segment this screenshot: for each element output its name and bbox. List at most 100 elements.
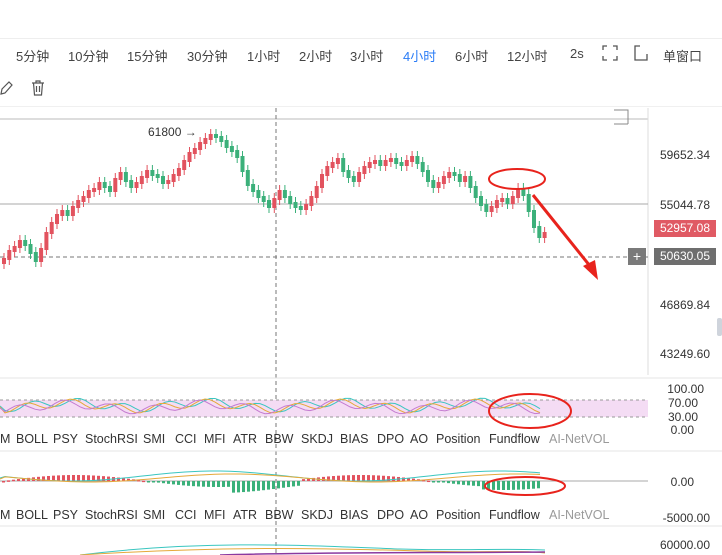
tab-ao[interactable]: AO — [410, 508, 429, 522]
histogram-bar — [467, 481, 470, 486]
histogram-bar — [217, 481, 220, 487]
histogram-bar — [57, 475, 60, 481]
panel-resize-handle[interactable] — [717, 318, 722, 336]
tf-10m[interactable]: 10分钟 — [68, 49, 109, 64]
tf-2h[interactable]: 2小时 — [299, 49, 333, 64]
window-icon[interactable] — [632, 44, 650, 62]
tab-smi[interactable]: SMI — [143, 508, 166, 522]
tab-stochrsi[interactable]: StochRSI — [85, 432, 138, 446]
tab-cci[interactable]: CCI — [175, 508, 197, 522]
single-window-button[interactable]: 单窗口 — [663, 49, 703, 64]
tf-15m[interactable]: 15分钟 — [127, 49, 168, 64]
histogram-bar — [192, 481, 195, 487]
tab-boll[interactable]: BOLL — [16, 432, 48, 446]
histogram-bar — [307, 478, 310, 481]
histogram-bar — [402, 477, 405, 481]
tab-ai-netvol[interactable]: AI-NetVOL — [549, 508, 610, 522]
price-chart[interactable] — [0, 108, 722, 555]
histogram-bar — [2, 481, 5, 483]
tab-position[interactable]: Position — [436, 508, 481, 522]
tf-12h[interactable]: 12小时 — [507, 49, 548, 64]
histogram-bar — [212, 481, 215, 487]
tab-ai-netvol[interactable]: AI-NetVOL — [549, 432, 610, 446]
tab-bias[interactable]: BIAS — [340, 508, 369, 522]
candle-body — [155, 174, 160, 178]
candle-body — [182, 160, 187, 170]
histogram-bar — [457, 481, 460, 485]
tab-boll[interactable]: BOLL — [16, 508, 48, 522]
tf-4h[interactable]: 4小时 — [403, 49, 437, 64]
histogram-bar — [452, 481, 455, 484]
candle-body — [123, 172, 128, 182]
histogram-bar — [497, 481, 500, 490]
tab-dpo[interactable]: DPO — [377, 432, 405, 446]
candle-body — [44, 232, 49, 250]
tab-m[interactable]: M — [0, 508, 11, 522]
candle-body — [12, 246, 17, 252]
histogram-bar — [512, 481, 515, 490]
histogram-bar — [167, 481, 170, 484]
candle-body — [288, 196, 293, 204]
indicator-line — [0, 399, 541, 415]
histogram-bar — [127, 478, 130, 481]
candle-body — [335, 158, 340, 164]
tab-atr[interactable]: ATR — [233, 508, 258, 522]
tf-2s[interactable]: 2s — [570, 46, 584, 61]
tab-cci[interactable]: CCI — [175, 432, 197, 446]
tab-atr[interactable]: ATR — [233, 432, 258, 446]
histogram-bar — [537, 481, 540, 489]
trash-icon[interactable] — [30, 79, 46, 97]
histogram-bar — [152, 481, 155, 483]
histogram-bar — [297, 481, 300, 486]
add-alert-button[interactable]: + — [628, 248, 646, 265]
tf-6h[interactable]: 6小时 — [455, 49, 489, 64]
tab-smi[interactable]: SMI — [143, 432, 166, 446]
tab-fundflow[interactable]: Fundflow — [489, 508, 540, 522]
candle-body — [272, 198, 277, 208]
histogram-bar — [412, 478, 415, 481]
tf-3h[interactable]: 3小时 — [350, 49, 384, 64]
candle-body — [383, 160, 388, 166]
candle-body — [309, 196, 314, 206]
draw-icon[interactable] — [0, 80, 14, 96]
candle-body — [325, 166, 330, 176]
histogram-bar — [357, 475, 360, 481]
ind1-axis-label: 100.00 — [667, 382, 704, 396]
tab-fundflow[interactable]: Fundflow — [489, 432, 540, 446]
histogram-bar — [82, 475, 85, 481]
tab-mfi[interactable]: MFI — [204, 432, 226, 446]
histogram-bar — [427, 480, 430, 483]
histogram-bar — [7, 480, 10, 482]
tab-skdj[interactable]: SKDJ — [301, 432, 333, 446]
histogram-bar — [367, 475, 370, 481]
tab-stochrsi[interactable]: StochRSI — [85, 508, 138, 522]
candle-body — [108, 186, 112, 192]
trend-arrow-head — [583, 260, 598, 280]
candle-body — [245, 170, 250, 186]
tab-dpo[interactable]: DPO — [377, 508, 405, 522]
tab-bbw[interactable]: BBW — [265, 432, 294, 446]
fullscreen-icon[interactable] — [601, 44, 619, 62]
tf-1h[interactable]: 1小时 — [247, 49, 281, 64]
tf-30m[interactable]: 30分钟 — [187, 49, 228, 64]
candle-body — [97, 182, 102, 190]
tab-m[interactable]: M — [0, 432, 11, 446]
ind1-axis-label: 70.00 — [667, 396, 698, 410]
histogram-bar — [337, 475, 340, 481]
tab-skdj[interactable]: SKDJ — [301, 508, 333, 522]
tab-mfi[interactable]: MFI — [204, 508, 226, 522]
tab-bias[interactable]: BIAS — [340, 432, 369, 446]
tab-ao[interactable]: AO — [410, 432, 429, 446]
histogram-bar — [472, 481, 475, 486]
tab-bbw[interactable]: BBW — [265, 508, 294, 522]
tab-position[interactable]: Position — [436, 432, 481, 446]
tf-5m[interactable]: 5分钟 — [16, 49, 50, 64]
ind1-axis-label: 30.00 — [667, 410, 698, 424]
candle-body — [70, 206, 75, 216]
candle-body — [436, 182, 441, 188]
tab-psy[interactable]: PSY — [53, 432, 79, 446]
candle-body — [479, 196, 483, 206]
histogram-bar — [187, 481, 190, 486]
tab-psy[interactable]: PSY — [53, 508, 79, 522]
histogram-bar — [477, 481, 480, 487]
